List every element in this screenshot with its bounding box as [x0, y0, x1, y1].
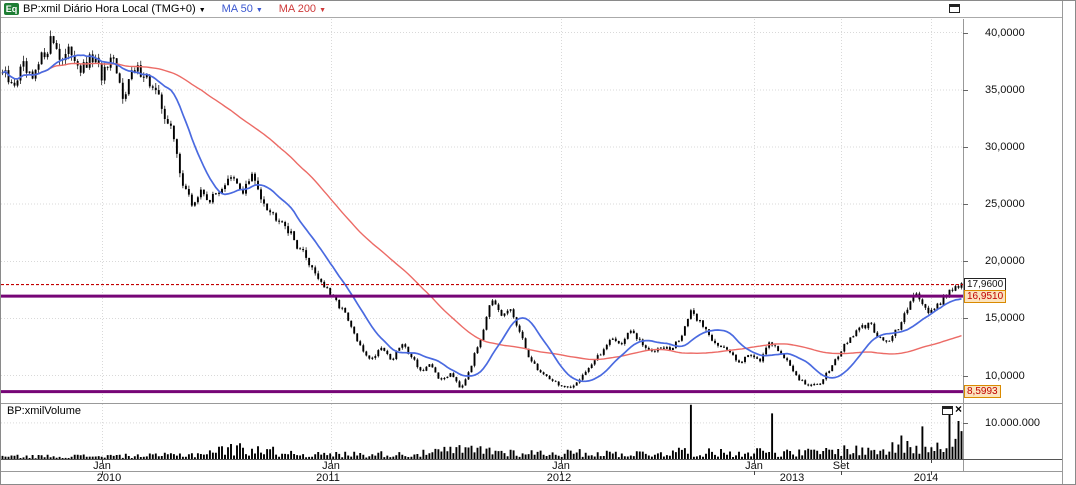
- ma200-selector[interactable]: MA 200 ▼: [279, 3, 326, 15]
- month-tick: [754, 459, 755, 463]
- price-axis-tick: [963, 376, 968, 377]
- price-axis-tick: [963, 90, 968, 91]
- year-label: 2011: [316, 472, 340, 484]
- panel-divider: [1, 403, 1063, 404]
- price-axis-label: 30,0000: [985, 141, 1025, 153]
- year-label: 2012: [546, 472, 572, 484]
- price-axis-label: 25,0000: [985, 198, 1025, 210]
- month-label: Set: [832, 460, 850, 472]
- symbol-selector[interactable]: BP:xmil Diário Hora Local (TMG+0) ▼: [23, 3, 206, 15]
- alert-price-badge: 8,5993: [964, 385, 1001, 398]
- alert-price-badge: 16,9510: [964, 290, 1007, 303]
- price-chart-svg: [1, 19, 963, 403]
- x-axis-line: [1, 459, 1063, 460]
- month-label: Jan: [552, 460, 570, 472]
- x-axis-months: Jan Jan Jan Jan Set: [1, 459, 963, 472]
- year-boundary-tick: [331, 471, 332, 475]
- price-chart-canvas[interactable]: [1, 19, 963, 403]
- year-boundary-tick: [841, 471, 842, 475]
- month-tick: [931, 459, 932, 463]
- volume-panel-title: BP:xmilVolume: [7, 405, 81, 417]
- axis-divider: [963, 19, 964, 471]
- month-label: Jan: [322, 460, 340, 472]
- price-axis-label: 10,0000: [985, 370, 1025, 382]
- restore-panel-icon[interactable]: [942, 406, 953, 415]
- price-axis-tick: [963, 318, 968, 319]
- year-boundary-tick: [931, 471, 932, 475]
- price-axis-label: 35,0000: [985, 84, 1025, 96]
- price-axis-tick: [963, 261, 968, 262]
- year-boundary-tick: [561, 471, 562, 475]
- ma50-selector[interactable]: MA 50 ▼: [222, 3, 263, 15]
- volume-axis-label: 10.000.000: [985, 417, 1041, 429]
- price-axis-tick: [963, 33, 968, 34]
- window-right-edge: [1062, 1, 1063, 484]
- price-axis-tick: [963, 147, 968, 148]
- chart-toolbar: Eq BP:xmil Diário Hora Local (TMG+0) ▼ M…: [1, 1, 1063, 18]
- month-tick: [331, 459, 332, 463]
- price-axis-label: 20,0000: [985, 255, 1025, 267]
- price-axis-label: 40,0000: [985, 27, 1025, 39]
- volume-chart-svg: [1, 404, 963, 459]
- close-panel-icon[interactable]: ×: [955, 402, 963, 416]
- symbol-title: BP:xmil Diário Hora Local (TMG+0): [23, 3, 196, 15]
- month-tick: [841, 459, 842, 463]
- volume-axis-tick: [963, 423, 968, 424]
- x-axis-years: 2010 2011 2012 2013 2014: [1, 471, 963, 484]
- month-label: Jan: [93, 460, 111, 472]
- chevron-down-icon: ▼: [255, 6, 263, 14]
- month-tick: [102, 459, 103, 463]
- equity-type-badge: Eq: [4, 3, 19, 15]
- ma50-label: MA 50: [221, 3, 253, 15]
- price-axis: 40,0000 35,0000 30,0000 25,0000 20,0000 15,00…: [963, 1, 1075, 484]
- x-axis-year-line: [1, 471, 1063, 472]
- chevron-down-icon: ▼: [319, 6, 326, 14]
- year-label: 2014: [913, 472, 939, 484]
- price-axis-tick: [963, 204, 968, 205]
- restore-window-icon[interactable]: [949, 4, 960, 13]
- year-boundary-tick: [754, 471, 755, 475]
- month-label: Jan: [745, 460, 763, 472]
- ma200-label: MA 200: [278, 3, 317, 15]
- year-label: 2010: [96, 472, 122, 484]
- volume-chart-canvas[interactable]: [1, 404, 963, 459]
- price-axis-label: 15,0000: [985, 312, 1025, 324]
- year-label: 2013: [779, 472, 805, 484]
- chevron-down-icon: ▼: [198, 6, 206, 14]
- month-tick: [561, 459, 562, 463]
- year-boundary-tick: [102, 471, 103, 475]
